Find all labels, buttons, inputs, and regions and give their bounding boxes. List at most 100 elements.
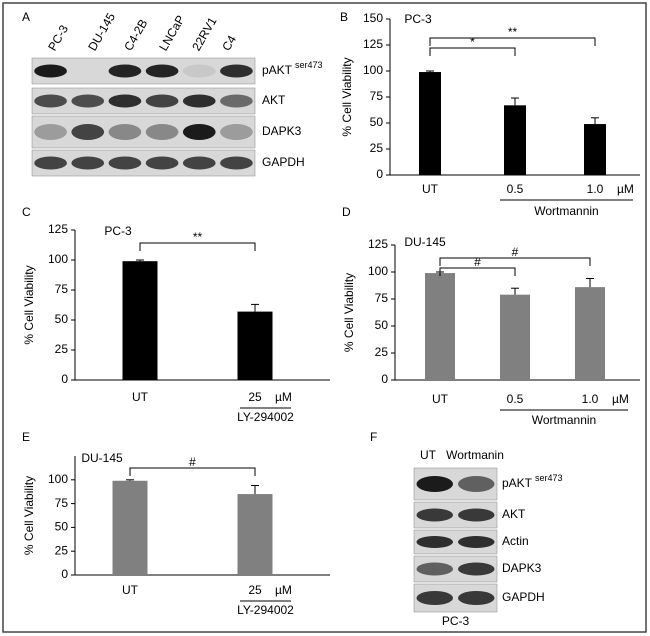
x-tick-label: 1.0 [582, 392, 599, 406]
blot-band [457, 562, 495, 576]
significance-bracket [439, 267, 516, 276]
panel-label: C [22, 205, 31, 219]
panel-label: F [370, 430, 377, 444]
blot-band [457, 536, 495, 548]
significance-bracket [439, 257, 591, 266]
panel-label: D [342, 205, 351, 219]
group-label: Wortmannin [534, 204, 598, 218]
row-label: GAPDH [262, 155, 305, 169]
y-tick-label: 125 [368, 237, 388, 251]
y-tick-label: 75 [370, 89, 384, 103]
significance-label: * [470, 35, 475, 49]
bar [112, 480, 148, 575]
blot-strip [31, 87, 256, 115]
blot-band [108, 124, 142, 140]
bar [419, 72, 441, 175]
row-label: Actin [502, 534, 529, 548]
row-label-superscript: ser473 [295, 60, 323, 70]
significance-bracket [139, 242, 256, 251]
row-label-text: DAPK3 [502, 561, 542, 575]
y-tick-label: 25 [55, 342, 69, 356]
row-label-text: pAKT [262, 63, 293, 77]
y-axis-label: % Cell Viability [22, 476, 36, 555]
y-tick-label: 100 [48, 252, 68, 266]
blot-band [145, 124, 179, 140]
y-tick-label: 100 [48, 472, 68, 486]
blot-band [457, 591, 495, 605]
group-label: Wortmannin [532, 413, 596, 427]
chart-title: PC-3 [404, 12, 432, 26]
unit-label: µM [617, 182, 634, 196]
blot-band [220, 64, 253, 78]
blot-band [34, 94, 67, 108]
y-tick-label: 50 [55, 312, 69, 326]
row-label: AKT [262, 93, 286, 107]
significance-bracket [129, 467, 256, 476]
y-tick-label: 25 [375, 345, 389, 359]
y-tick-label: 0 [381, 372, 388, 386]
row-label-text: AKT [262, 93, 286, 107]
row-label-text: pAKT [502, 476, 533, 490]
blot-band [416, 508, 454, 522]
y-tick-label: 0 [61, 567, 68, 581]
y-axis-label: % Cell Viability [340, 57, 354, 136]
blot-band [71, 156, 105, 170]
row-label: pAKT ser473 [502, 473, 563, 490]
x-tick-label: UT [422, 182, 439, 196]
row-label-text: DAPK3 [262, 124, 302, 138]
y-axis-label: % Cell Viability [22, 265, 36, 344]
y-tick-label: 50 [55, 520, 69, 534]
blot-band [34, 64, 67, 78]
lane-label: Wortmanin [446, 448, 504, 462]
blot-band [457, 508, 495, 522]
lane-label: UT [420, 448, 437, 462]
row-label-text: Actin [502, 534, 529, 548]
row-label: AKT [502, 507, 526, 521]
blot-band [108, 64, 142, 78]
bar [425, 273, 455, 380]
unit-label: µM [275, 583, 292, 597]
blot-strip [31, 149, 256, 177]
panel-label: B [340, 10, 348, 24]
lane-label: C4 [219, 33, 239, 54]
y-tick-label: 100 [368, 264, 388, 278]
bar [237, 494, 273, 575]
blot-band [182, 124, 216, 140]
panel-label: A [22, 10, 30, 24]
unit-label: µM [612, 392, 629, 406]
bar [500, 294, 530, 380]
row-label: DAPK3 [262, 124, 302, 138]
row-label: pAKT ser473 [262, 60, 323, 77]
blot-strip [31, 115, 256, 149]
y-tick-label: 75 [375, 291, 389, 305]
y-tick-label: 25 [55, 543, 69, 557]
significance-label: ** [193, 230, 203, 244]
row-label-text: GAPDH [262, 155, 305, 169]
blot-caption: PC-3 [442, 614, 470, 628]
y-tick-label: 0 [376, 167, 383, 181]
chart-title: DU-145 [81, 451, 123, 465]
blot-band [220, 156, 253, 170]
y-axis-label: % Cell Viability [342, 273, 356, 352]
blot-band [416, 562, 454, 576]
blot-band [182, 94, 216, 108]
row-label: DAPK3 [502, 561, 542, 575]
blot-band [416, 476, 454, 492]
blot-band [220, 124, 253, 140]
x-tick-label: 25 [248, 583, 262, 597]
y-tick-label: 125 [48, 222, 68, 236]
blot-band [108, 156, 142, 170]
y-tick-label: 125 [363, 37, 383, 51]
blot-strip [31, 57, 256, 85]
row-label-superscript: ser473 [535, 473, 563, 483]
significance-label: # [512, 245, 519, 259]
panel-label: E [22, 430, 30, 444]
bar [237, 311, 273, 380]
significance-bracket [429, 47, 516, 56]
blot-band [71, 124, 105, 140]
blot-band [182, 64, 216, 78]
blot-band [34, 156, 67, 170]
blot-band [145, 64, 179, 78]
bar [504, 105, 526, 175]
